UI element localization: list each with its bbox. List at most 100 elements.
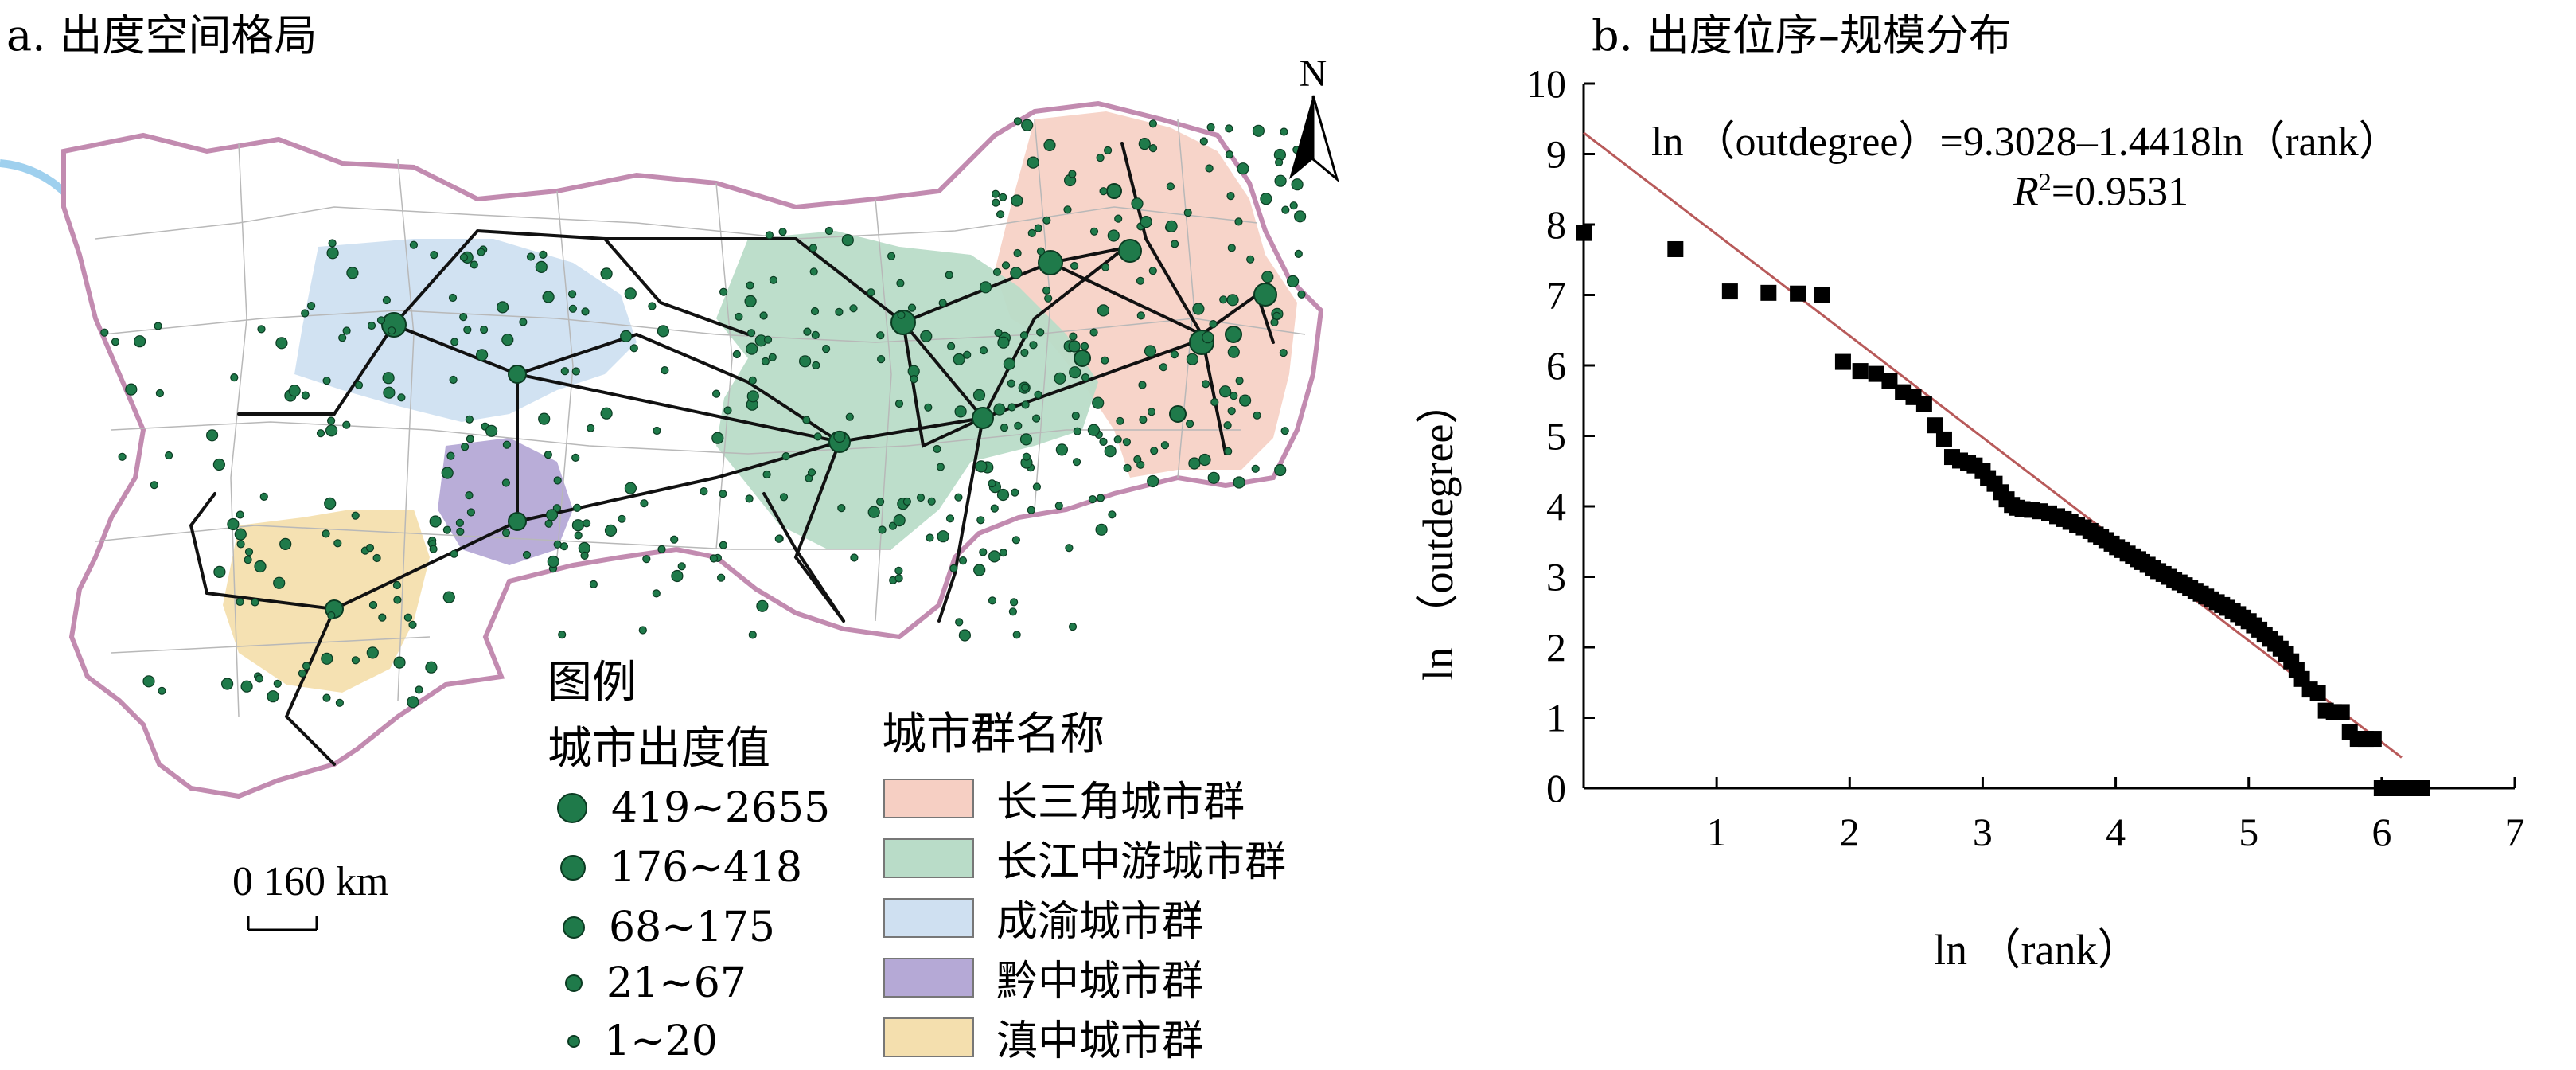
city-node-small bbox=[1007, 379, 1015, 388]
city-node-small bbox=[244, 556, 252, 564]
city-node-small bbox=[798, 355, 812, 368]
city-node-small bbox=[544, 519, 553, 528]
city-node-small bbox=[571, 519, 585, 532]
x-tick-label: 6 bbox=[2371, 810, 2391, 854]
city-node-small bbox=[1092, 396, 1105, 409]
legend-size-label: 419~2655 bbox=[611, 784, 831, 832]
city-node-small bbox=[326, 247, 339, 260]
city-node-small bbox=[910, 375, 918, 384]
city-node-small bbox=[1020, 348, 1029, 357]
city-node-small bbox=[535, 260, 548, 273]
legend-dot-icon bbox=[557, 793, 587, 823]
city-node-small bbox=[920, 330, 933, 342]
city-node-small bbox=[759, 311, 768, 320]
city-node-small bbox=[111, 338, 120, 346]
city-node-small bbox=[926, 533, 934, 542]
city-node-small bbox=[652, 589, 661, 598]
city-node-small bbox=[761, 357, 770, 365]
r2-symbol: R bbox=[2013, 169, 2039, 215]
city-node-small bbox=[392, 580, 401, 590]
city-node-small bbox=[1246, 255, 1255, 264]
city-node-small bbox=[322, 529, 330, 538]
city-node-small bbox=[298, 669, 306, 678]
city-node-small bbox=[979, 548, 988, 556]
city-node-small bbox=[322, 693, 331, 702]
city-node-small bbox=[765, 231, 774, 240]
city-node-small bbox=[1261, 271, 1274, 283]
legend-region-item: 成渝城市群 bbox=[883, 888, 1203, 947]
city-node-small bbox=[1291, 178, 1304, 191]
city-node-small bbox=[255, 674, 264, 683]
city-node-small bbox=[441, 467, 454, 479]
city-node-small bbox=[227, 517, 240, 531]
city-node-small bbox=[1136, 311, 1145, 320]
legend-size-item: 1~20 bbox=[567, 1017, 718, 1065]
city-node-small bbox=[1219, 295, 1228, 304]
city-node-small bbox=[744, 295, 757, 307]
city-node-small bbox=[1080, 342, 1089, 350]
city-node-small bbox=[559, 542, 569, 551]
city-node-small bbox=[1136, 276, 1145, 285]
city-node-small bbox=[150, 481, 158, 490]
city-node-small bbox=[896, 279, 905, 287]
legend-swatch-icon bbox=[883, 838, 974, 878]
x-tick-label: 3 bbox=[1973, 810, 1993, 854]
data-point bbox=[2365, 731, 2382, 748]
city-node-small bbox=[1234, 217, 1243, 226]
city-node-small bbox=[1068, 170, 1077, 178]
city-node-small bbox=[1014, 421, 1023, 430]
city-node-small bbox=[1224, 447, 1233, 456]
city-node-small bbox=[1073, 427, 1081, 435]
city-node-small bbox=[455, 518, 465, 527]
city-node-large bbox=[972, 407, 994, 429]
city-node-small bbox=[924, 403, 933, 412]
city-node-small bbox=[1293, 210, 1307, 223]
city-node-small bbox=[756, 599, 769, 612]
city-node-small bbox=[937, 530, 949, 543]
y-tick-label: 9 bbox=[1546, 132, 1566, 177]
legend-size-label: 21~67 bbox=[606, 959, 746, 1007]
city-node-small bbox=[571, 453, 580, 463]
city-node-small bbox=[1104, 445, 1117, 458]
city-node-small bbox=[996, 210, 1005, 219]
city-node-small bbox=[206, 429, 219, 442]
city-node-small bbox=[372, 553, 381, 563]
city-node-small bbox=[155, 389, 164, 398]
city-node-small bbox=[1139, 415, 1148, 424]
city-node-small bbox=[450, 338, 459, 346]
city-node-small bbox=[992, 198, 1000, 207]
x-tick-label: 2 bbox=[1840, 810, 1860, 854]
city-node-small bbox=[234, 528, 247, 541]
city-node-small bbox=[1226, 294, 1239, 307]
city-node-small bbox=[955, 618, 964, 627]
city-node-small bbox=[240, 680, 253, 693]
city-node-small bbox=[1188, 457, 1201, 470]
city-node-small bbox=[927, 497, 936, 506]
city-node-small bbox=[327, 611, 336, 620]
city-node-small bbox=[1286, 275, 1300, 287]
city-node-small bbox=[916, 493, 926, 502]
city-node-small bbox=[1099, 437, 1108, 447]
city-node-small bbox=[442, 591, 455, 603]
city-node-small bbox=[1008, 607, 1018, 616]
city-node-small bbox=[949, 564, 958, 573]
city-node-small bbox=[568, 304, 578, 313]
city-node-small bbox=[894, 399, 904, 408]
city-nodes bbox=[325, 183, 1277, 619]
city-node-small bbox=[1027, 228, 1036, 237]
city-node-small bbox=[273, 679, 282, 688]
city-node-small bbox=[933, 444, 941, 454]
city-node-small bbox=[867, 288, 875, 297]
city-node-small bbox=[661, 366, 669, 375]
city-node-small bbox=[1044, 294, 1053, 303]
city-node-small bbox=[1031, 414, 1041, 423]
city-node-small bbox=[988, 479, 996, 488]
city-node-small bbox=[642, 555, 651, 564]
city-node-small bbox=[994, 328, 1003, 338]
city-node-small bbox=[1012, 631, 1021, 639]
city-node-small bbox=[459, 253, 469, 262]
city-node-small bbox=[142, 675, 155, 688]
legend-region-label: 成渝城市群 bbox=[996, 898, 1204, 946]
city-node-small bbox=[1068, 340, 1081, 353]
city-node-small bbox=[1072, 458, 1081, 467]
